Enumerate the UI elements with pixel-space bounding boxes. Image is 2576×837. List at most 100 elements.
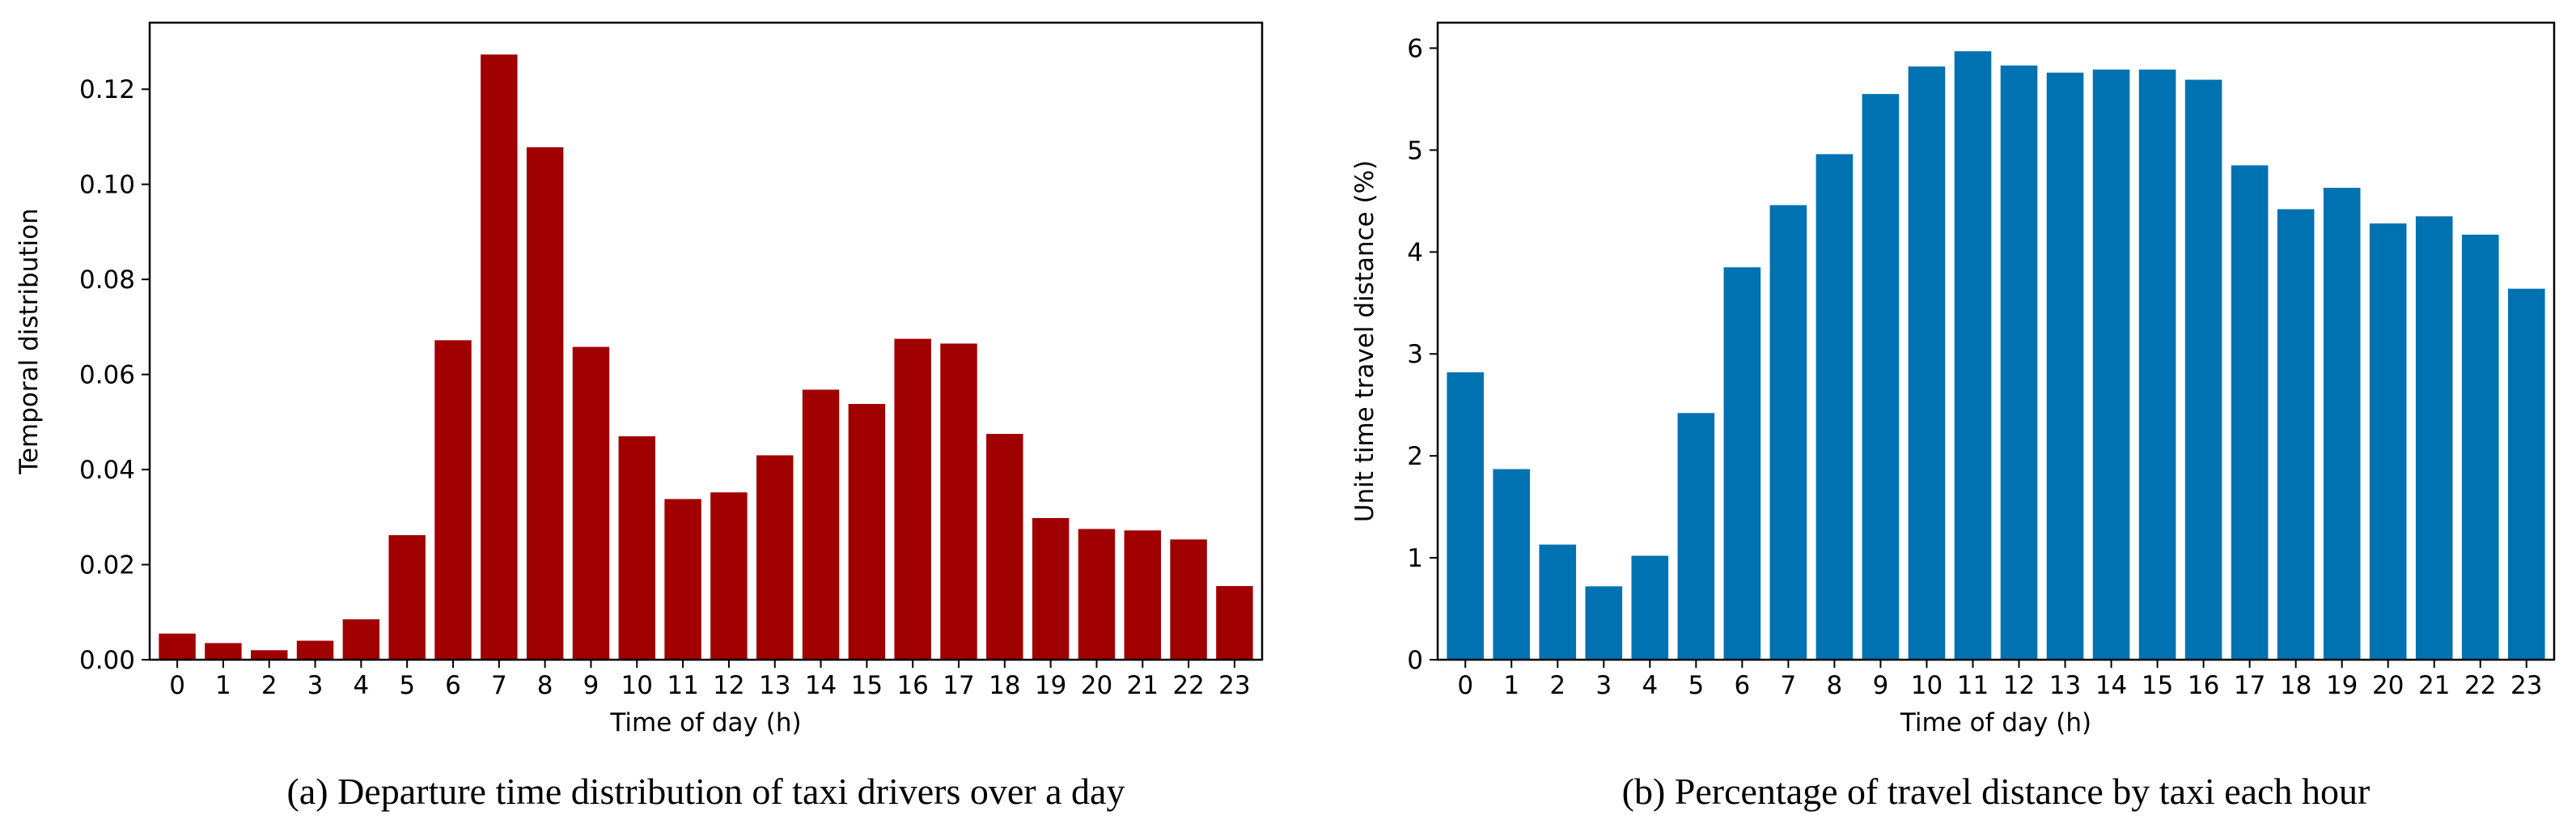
chart-b-bar: [1677, 413, 1715, 660]
chart-a-bar: [388, 535, 426, 660]
chart-b-x-tick-label: 15: [2142, 671, 2173, 700]
chart-a-plot-frame: [148, 21, 1264, 661]
chart-b-bar: [2369, 223, 2407, 660]
chart-a-x-tick-label: 15: [851, 671, 883, 700]
chart-b-x-tick-label: 18: [2280, 671, 2311, 700]
chart-a-bar: [618, 435, 655, 660]
chart-b-bar: [2415, 216, 2453, 660]
chart-b-y-tick-label: 0: [1407, 646, 1423, 675]
chart-a-bar: [940, 343, 977, 660]
chart-a-bar: [802, 389, 840, 660]
chart-b-x-tick-label: 19: [2326, 671, 2358, 700]
chart-a-y-tick-label: 0.00: [79, 646, 135, 675]
chart-a-bar: [664, 499, 701, 660]
chart-a-x-tick-label: 17: [943, 671, 974, 700]
chart-b-y-tick-label: 4: [1407, 238, 1423, 267]
chart-a-x-tick-label: 9: [583, 671, 600, 700]
chart-a-bar: [572, 346, 610, 660]
chart-b-bar: [1862, 94, 1900, 660]
chart-b-x-axis-label: Time of day (h): [1900, 708, 2091, 737]
chart-b-bar: [2231, 165, 2269, 661]
chart-a-x-tick-label: 18: [989, 671, 1020, 700]
chart-a-bar: [481, 54, 518, 661]
chart-b-bar: [2461, 234, 2499, 660]
chart-b-bar: [2323, 187, 2361, 661]
chart-a-y-tick-label: 0.12: [79, 75, 135, 104]
chart-a-x-tick-label: 12: [713, 671, 744, 700]
chart-b-x-tick-label: 14: [2095, 671, 2127, 700]
chart-a-x-axis-label: Time of day (h): [609, 708, 801, 737]
chart-b-x-tick-label: 20: [2372, 671, 2404, 700]
chart-b-bars: [1447, 51, 2545, 661]
chart-b-x-tick-label: 7: [1781, 671, 1797, 700]
chart-b-x-tick-label: 5: [1688, 671, 1704, 700]
chart-a-bar: [1078, 529, 1116, 660]
chart-a-y-tick-label: 0.02: [79, 551, 135, 580]
chart-a: 0 1 2 3 4 5 6 7 8 9 10 11 12 13 14 15 16 17 18 19 20 21 22 23 0…: [15, 21, 1264, 812]
chart-b-y-tick-label: 1: [1407, 544, 1423, 573]
chart-b-bar: [2000, 65, 2038, 660]
chart-b-bar: [1908, 66, 1946, 660]
chart-b-bar: [2046, 72, 2084, 660]
chart-b-bar: [1769, 205, 1807, 660]
chart-b-x-tick-label: 3: [1595, 671, 1612, 700]
chart-b-x-tick-label: 12: [2003, 671, 2035, 700]
chart-a-bar: [526, 147, 564, 660]
chart-b-plot-frame: [1436, 21, 2556, 661]
chart-a-bar: [1032, 517, 1070, 660]
chart-a-bar: [848, 404, 886, 660]
chart-a-x-ticks: 0 1 2 3 4 5 6 7 8 9 10 11 12 13 14 15 16 17 18 19 20 21 22 23: [169, 660, 1251, 700]
chart-a-x-tick-label: 21: [1127, 671, 1159, 700]
chart-b-y-ticks: 0 1 2 3 4 5 6: [1407, 34, 1438, 675]
chart-b-x-ticks: 0 1 2 3 4 5 6 7 8 9 10 11 12 13 14 15 16 17 18 19 20 21 22 23: [1457, 660, 2543, 700]
chart-a-y-tick-label: 0.06: [79, 361, 135, 390]
chart-a-x-tick-label: 11: [667, 671, 698, 700]
chart-b-y-axis-label: Unit time travel distance (%): [1350, 160, 1379, 523]
chart-a-bar: [894, 338, 931, 660]
chart-a-y-tick-label: 0.10: [79, 171, 135, 200]
chart-a-x-tick-label: 6: [445, 671, 461, 700]
chart-b-x-tick-label: 10: [1911, 671, 1943, 700]
chart-b-x-tick-label: 11: [1957, 671, 1989, 700]
chart-b: 0 1 2 3 4 5 6 7 8 9 10 11 12 13 14 15 16 17 18 19 20 21 22 23 0…: [1350, 21, 2556, 812]
chart-b-x-tick-label: 4: [1642, 671, 1658, 700]
chart-b-bar: [2277, 209, 2315, 660]
chart-b-y-tick-label: 3: [1407, 340, 1423, 369]
chart-a-y-ticks: 0.00 0.02 0.04 0.06 0.08 0.10 0.12: [79, 75, 150, 675]
chart-a-bar: [342, 619, 380, 660]
chart-a-bar: [251, 650, 288, 660]
chart-a-x-tick-label: 23: [1218, 671, 1250, 700]
chart-b-x-tick-label: 1: [1503, 671, 1519, 700]
chart-a-x-tick-label: 0: [169, 671, 185, 700]
chart-a-bar: [296, 640, 334, 660]
chart-b-bar: [2184, 79, 2222, 660]
chart-a-bar: [1124, 530, 1161, 660]
chart-a-x-tick-label: 1: [215, 671, 231, 700]
chart-a-x-tick-label: 8: [537, 671, 553, 700]
chart-a-x-tick-label: 22: [1172, 671, 1204, 700]
chart-a-bar: [1170, 539, 1207, 660]
chart-b-y-tick-label: 5: [1407, 136, 1423, 165]
chart-b-x-tick-label: 13: [2049, 671, 2081, 700]
chart-b-x-tick-label: 16: [2188, 671, 2219, 700]
chart-b-bar: [1723, 267, 1761, 660]
chart-a-bar: [434, 340, 472, 660]
chart-b-bar: [2507, 288, 2545, 660]
chart-a-caption: (a) Departure time distribution of taxi …: [287, 771, 1125, 812]
chart-a-x-tick-label: 14: [805, 671, 837, 700]
chart-b-x-tick-label: 17: [2234, 671, 2265, 700]
chart-a-y-axis-label: Temporal distribution: [15, 208, 44, 474]
chart-a-bar: [159, 633, 196, 660]
chart-b-caption: (b) Percentage of travel distance by tax…: [1622, 771, 2371, 812]
chart-a-x-tick-label: 13: [759, 671, 790, 700]
chart-b-x-tick-label: 0: [1457, 671, 1473, 700]
chart-a-x-tick-label: 2: [261, 671, 278, 700]
chart-a-x-tick-label: 20: [1081, 671, 1112, 700]
chart-a-y-tick-label: 0.04: [79, 456, 135, 485]
chart-a-bar: [986, 434, 1023, 660]
chart-b-bar: [2138, 69, 2176, 661]
chart-a-x-tick-label: 3: [307, 671, 324, 700]
chart-a-x-tick-label: 19: [1035, 671, 1066, 700]
chart-a-x-tick-label: 7: [491, 671, 507, 700]
